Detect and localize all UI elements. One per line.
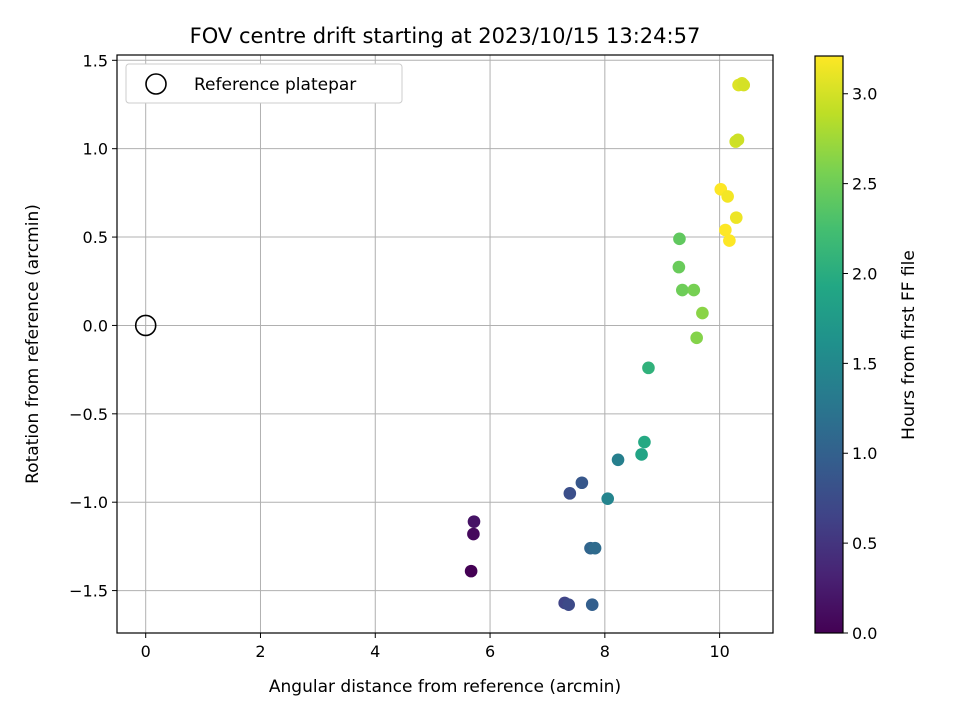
colorbar-tick-label: 3.0: [852, 85, 877, 104]
chart-title: FOV centre drift starting at 2023/10/15 …: [190, 24, 701, 48]
y-tick-label: −1.0: [69, 493, 108, 512]
data-point: [562, 598, 575, 612]
data-point: [721, 190, 734, 203]
y-tick-label: −0.5: [69, 405, 108, 424]
x-tick-label: 6: [485, 642, 495, 661]
legend: Reference platepar: [125, 63, 403, 104]
colorbar-tick-label: 1.5: [852, 354, 877, 373]
data-point: [672, 260, 686, 274]
y-axis-title: Rotation from reference (arcmin): [23, 204, 43, 484]
data-point: [585, 598, 599, 612]
y-tick-label: 0.0: [83, 316, 108, 335]
colorbar-tick-label: 2.5: [852, 175, 877, 194]
y-tick-label: 0.5: [83, 228, 108, 247]
data-point: [690, 331, 703, 345]
x-tick-label: 0: [141, 642, 151, 661]
data-point: [731, 133, 745, 147]
plot-area-frame: [116, 54, 774, 634]
data-point: [467, 527, 480, 541]
data-point: [687, 283, 701, 297]
data-point: [611, 453, 625, 467]
data-point: [635, 448, 648, 461]
data-point: [575, 476, 589, 490]
data-point: [601, 492, 615, 505]
x-tick-label: 2: [255, 642, 265, 661]
colorbar-ticks: 0.0 0.5 1.0 1.5 2.0 2.5 3.0: [843, 85, 877, 643]
data-point: [737, 78, 751, 92]
colorbar-tick-label: 0.0: [852, 624, 877, 643]
data-point: [676, 283, 689, 297]
data-point: [638, 435, 651, 449]
x-tick-label: 10: [709, 642, 729, 661]
data-point: [588, 541, 602, 555]
colorbar-tick-label: 2.0: [852, 264, 877, 283]
y-tick-label: 1.5: [83, 51, 108, 70]
data-point: [729, 211, 743, 224]
colorbar-tick-label: 1.0: [852, 444, 877, 463]
data-point: [723, 234, 736, 247]
y-tick-label: 1.0: [83, 140, 108, 159]
colorbar: [814, 55, 844, 634]
x-tick-label: 4: [370, 642, 380, 661]
x-axis-title: Angular distance from reference (arcmin): [269, 677, 621, 697]
data-point: [642, 361, 655, 375]
legend-label: Reference platepar: [194, 75, 356, 95]
y-tick-label: −1.5: [69, 582, 108, 601]
colorbar-label: Hours from first FF file: [899, 250, 919, 440]
data-point: [464, 564, 478, 578]
legend-box: [125, 63, 403, 104]
legend-marker-icon: [145, 73, 167, 95]
y-axis-ticks: −1.5 −1.0 −0.5 0.0 0.5 1.0 1.5: [69, 51, 117, 601]
x-tick-label: 8: [600, 642, 610, 661]
data-point: [696, 306, 709, 320]
grid-lines: [117, 55, 773, 633]
data-points: [464, 76, 751, 612]
x-axis-ticks: 0 2 4 6 8 10: [141, 633, 730, 661]
data-point: [467, 515, 481, 528]
data-point: [719, 223, 732, 237]
data-point: [563, 487, 577, 500]
data-point: [673, 232, 686, 246]
reference-platepar-marker: [134, 314, 157, 337]
colorbar-tick-label: 0.5: [852, 534, 877, 553]
